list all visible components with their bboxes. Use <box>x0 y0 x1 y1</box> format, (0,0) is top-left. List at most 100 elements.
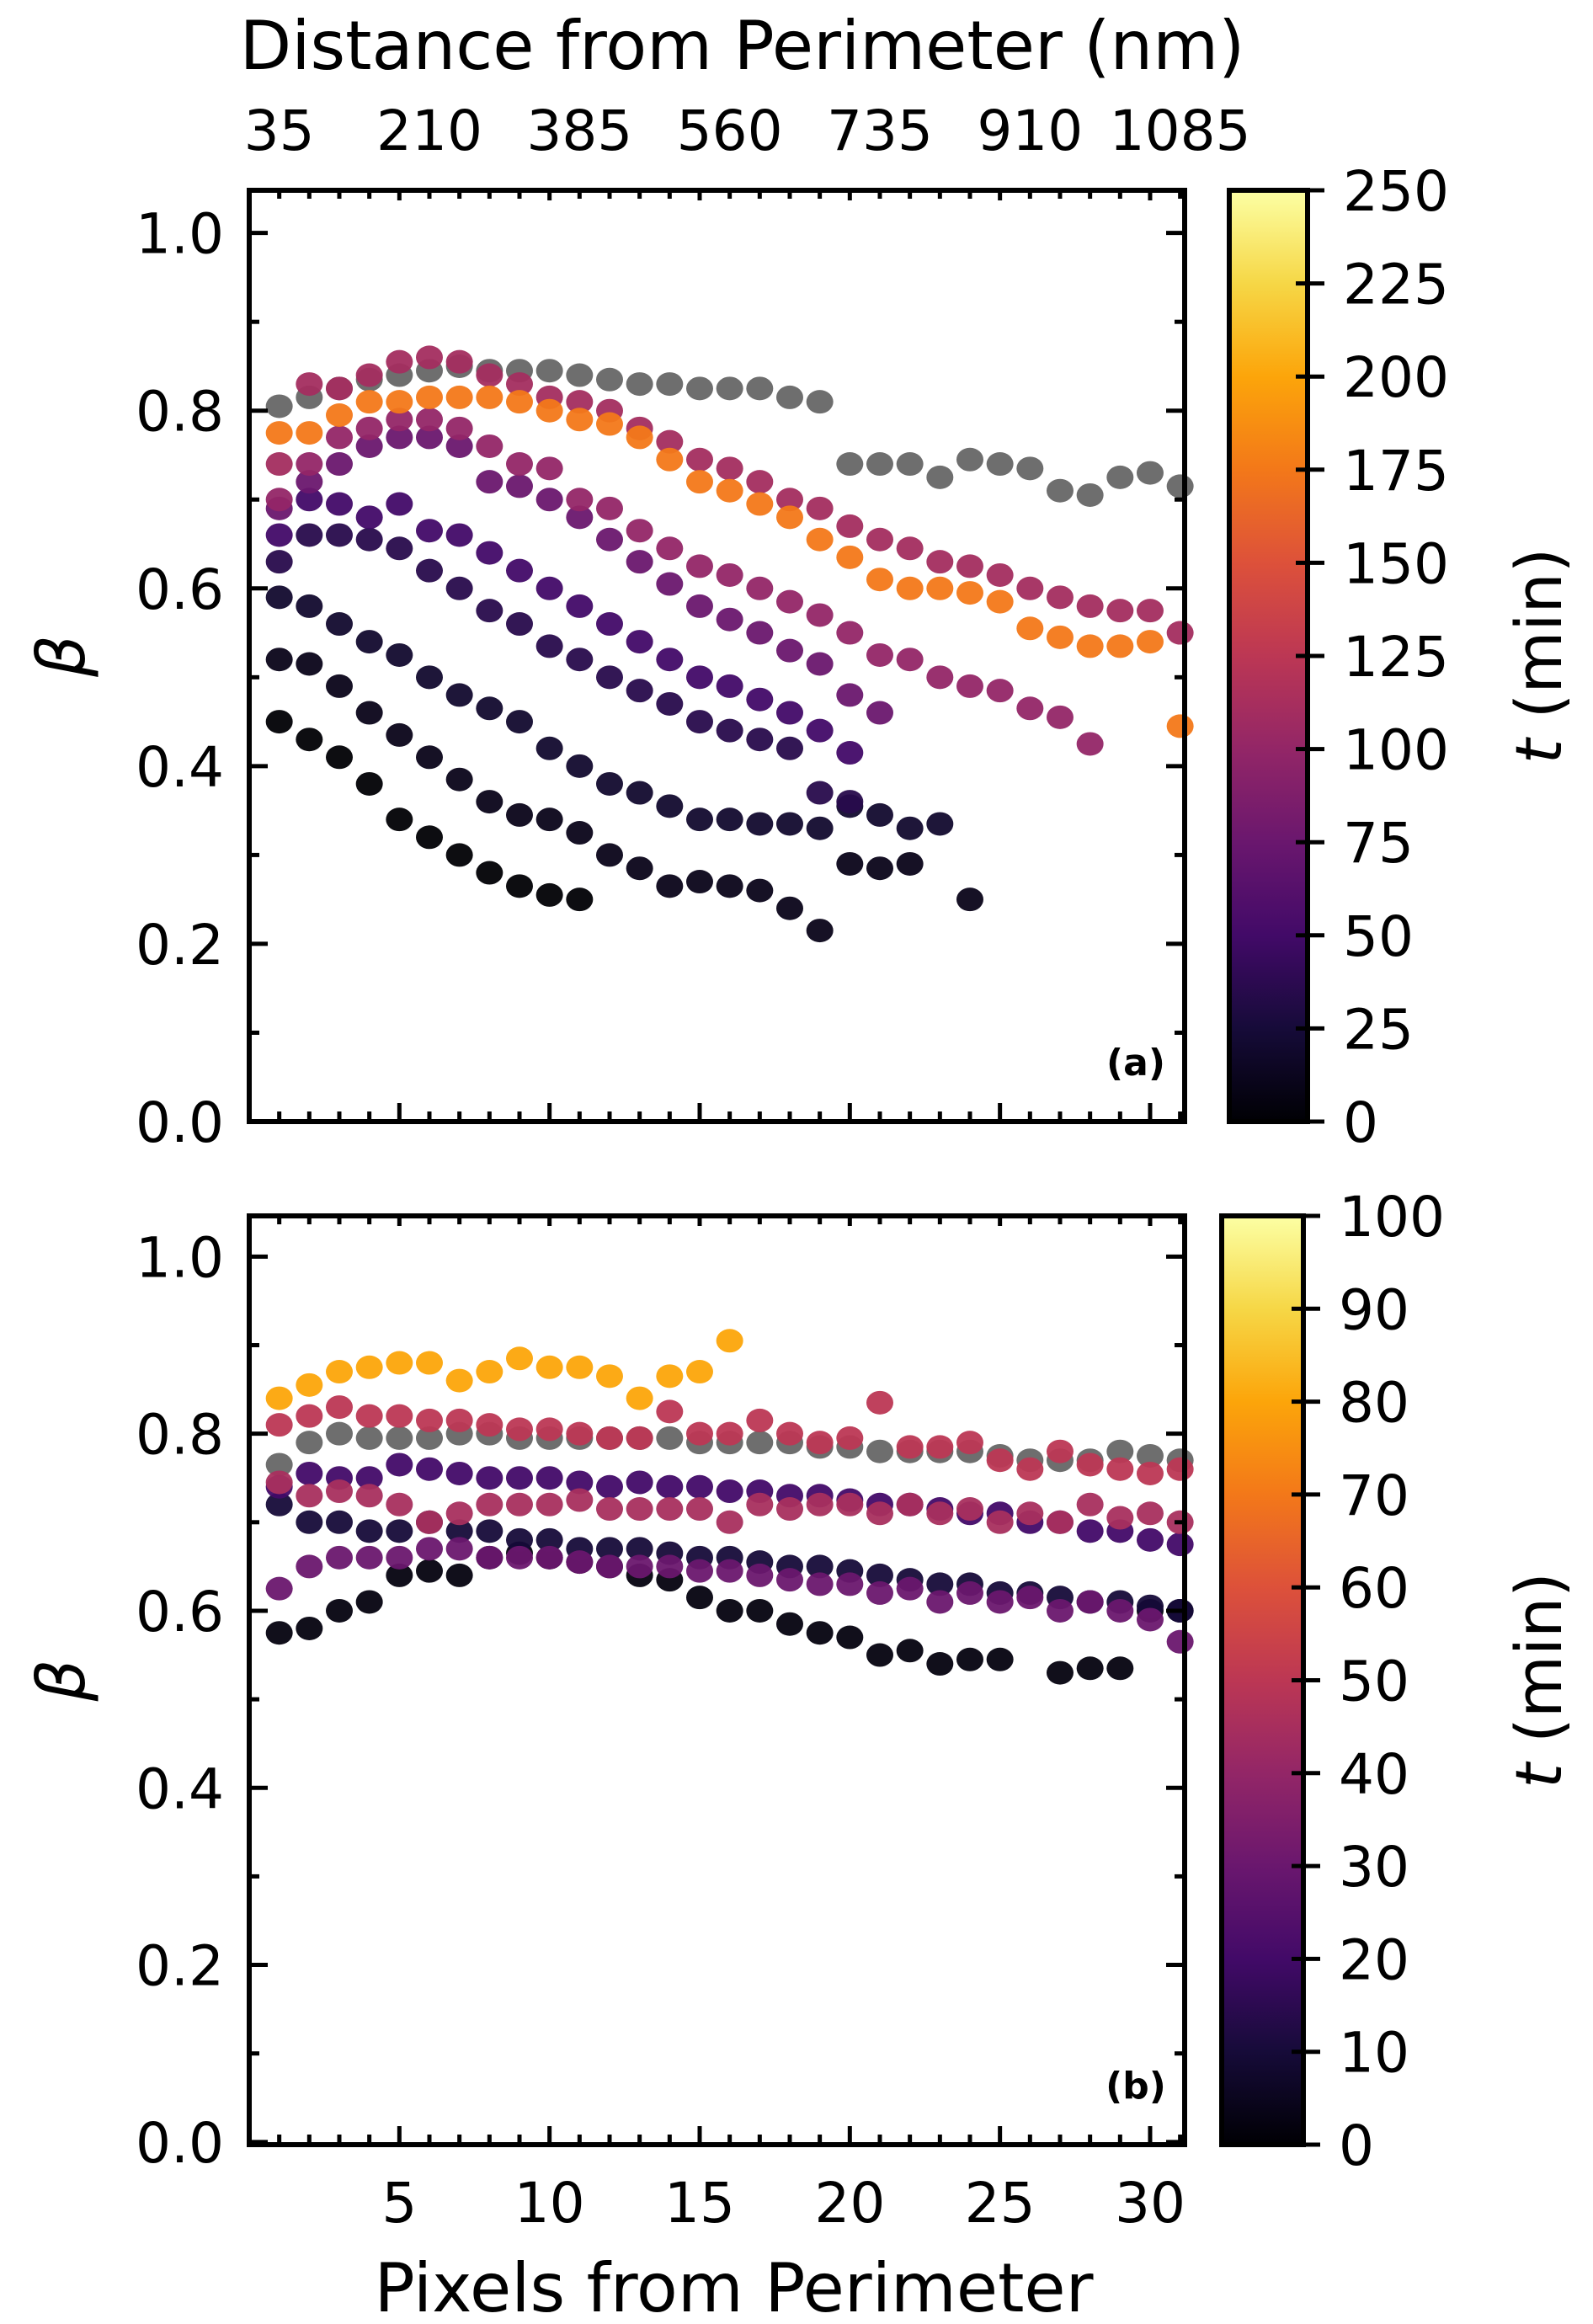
data-point <box>296 728 323 752</box>
x-tick-label: 5 <box>381 2171 417 2236</box>
data-point <box>476 790 503 814</box>
data-point <box>265 452 293 477</box>
data-point <box>1016 456 1044 481</box>
data-point <box>476 1466 503 1490</box>
colorbar-tick-label: 200 <box>1343 345 1449 410</box>
data-point <box>1046 625 1074 649</box>
data-point <box>1016 576 1044 600</box>
data-point <box>296 1616 323 1640</box>
y-tick-label: 0.4 <box>136 735 224 800</box>
data-point <box>265 1452 293 1477</box>
data-point <box>716 562 743 587</box>
colorbar-tick-label: 40 <box>1339 1742 1409 1807</box>
data-point <box>775 736 803 760</box>
data-point <box>656 794 684 818</box>
data-point <box>325 452 353 477</box>
data-point <box>716 718 743 743</box>
data-point <box>1106 634 1134 658</box>
data-point <box>1076 1452 1104 1477</box>
data-point <box>1136 1443 1164 1468</box>
data-point <box>1076 482 1104 507</box>
colorbar-tick-label: 90 <box>1339 1277 1409 1342</box>
data-point <box>626 781 653 805</box>
data-point <box>415 665 443 690</box>
data-point <box>595 1364 623 1389</box>
data-point <box>535 456 563 481</box>
data-point <box>325 523 353 547</box>
data-point <box>1046 1439 1074 1463</box>
data-point <box>595 1474 623 1499</box>
data-point <box>265 585 293 610</box>
data-point <box>566 390 594 414</box>
data-point <box>535 359 563 383</box>
data-point <box>685 554 713 578</box>
data-point <box>626 679 653 703</box>
y-tick-label: 0.6 <box>136 1580 224 1644</box>
data-point <box>265 1492 293 1516</box>
data-point <box>355 1519 383 1543</box>
y-tick-label: 0.0 <box>136 1090 224 1155</box>
data-point <box>505 452 533 477</box>
data-point <box>626 1470 653 1495</box>
data-point <box>415 385 443 409</box>
data-point <box>716 674 743 698</box>
data-point <box>296 1461 323 1485</box>
data-point <box>746 687 774 712</box>
data-point <box>956 1647 983 1671</box>
data-point <box>1016 1457 1044 1481</box>
data-point <box>325 425 353 450</box>
data-point <box>986 1448 1014 1473</box>
data-point <box>626 519 653 543</box>
data-points <box>265 345 1194 943</box>
colorbar-tick-label: 60 <box>1339 1556 1409 1621</box>
data-point <box>415 745 443 770</box>
data-point <box>386 536 413 561</box>
top-tick-label: 1085 <box>1110 99 1251 163</box>
data-point <box>836 741 864 765</box>
data-point <box>806 527 834 552</box>
data-point <box>1076 634 1104 658</box>
data-point <box>685 665 713 690</box>
data-point <box>355 630 383 654</box>
data-point <box>806 1431 834 1455</box>
data-point <box>535 1417 563 1442</box>
data-point <box>775 385 803 409</box>
data-point <box>476 861 503 885</box>
data-point <box>265 550 293 574</box>
axes-frame <box>247 1213 1187 2147</box>
data-point <box>566 488 594 512</box>
data-point <box>746 1563 774 1587</box>
data-point <box>775 488 803 512</box>
data-point <box>296 452 323 477</box>
data-point <box>866 1563 893 1587</box>
data-point <box>746 728 774 752</box>
y-tick-label: 0.6 <box>136 557 224 622</box>
data-point <box>716 1559 743 1583</box>
data-point <box>866 856 893 881</box>
data-point <box>386 1519 413 1543</box>
data-point <box>445 349 473 374</box>
data-point <box>1106 465 1134 489</box>
data-point <box>296 488 323 512</box>
data-point <box>535 1355 563 1379</box>
data-point <box>836 1426 864 1450</box>
data-point <box>685 1559 713 1583</box>
data-point <box>1166 714 1194 738</box>
data-point <box>685 376 713 401</box>
data-point <box>806 496 834 520</box>
x-tick-label: 25 <box>965 2171 1036 2236</box>
data-point <box>866 452 893 477</box>
data-point <box>355 701 383 725</box>
data-point <box>956 674 983 698</box>
data-point <box>445 683 473 707</box>
data-point <box>445 416 473 440</box>
data-point <box>355 1466 383 1490</box>
data-point <box>415 1559 443 1583</box>
data-point <box>355 527 383 552</box>
data-point <box>445 843 473 867</box>
data-point <box>685 870 713 894</box>
colorbar-tick-label: 100 <box>1343 718 1449 783</box>
y-tick-label: 0.8 <box>136 380 224 445</box>
data-point <box>986 1647 1014 1671</box>
data-point <box>505 802 533 827</box>
